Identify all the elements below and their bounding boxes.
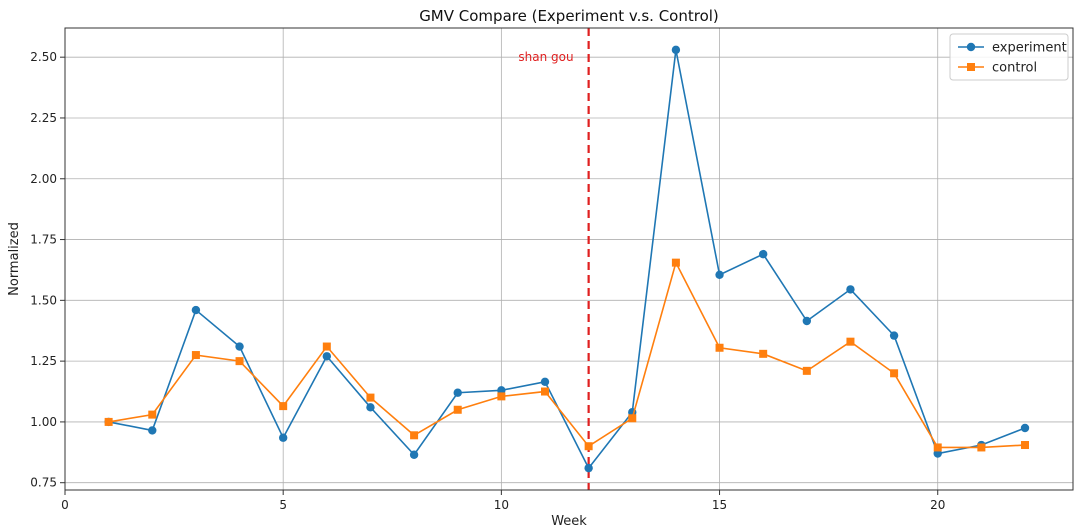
data-point-control <box>584 442 593 451</box>
data-point-experiment <box>671 45 681 55</box>
grid <box>64 28 1073 490</box>
data-point-control <box>802 366 811 375</box>
series-layer <box>104 45 1030 473</box>
data-point-control <box>628 414 637 423</box>
series-line-experiment <box>108 49 1026 470</box>
y-tick-label: 2.00 <box>30 172 57 186</box>
data-point-control <box>322 342 331 351</box>
data-point-control <box>104 417 113 426</box>
data-point-experiment <box>889 331 899 340</box>
legend-label-experiment: experiment <box>992 41 1067 56</box>
data-point-experiment <box>1020 423 1030 433</box>
y-tick-label: 1.25 <box>30 354 57 368</box>
data-point-control <box>191 351 200 360</box>
ticks: 0 5 10 15 20 0.75 1.00 1.25 1.50 1.75 2.00 2.25 2.50 <box>30 50 945 512</box>
data-point-control <box>279 402 288 411</box>
data-point-experiment <box>758 249 768 259</box>
data-point-experiment <box>584 463 593 473</box>
y-tick-label: 1.50 <box>30 293 57 307</box>
y-tick-label: 2.50 <box>30 50 57 64</box>
data-point-experiment <box>278 433 288 442</box>
data-point-experiment <box>235 342 244 351</box>
y-axis-title: Normalized <box>7 222 22 296</box>
y-tick-label: 1.00 <box>30 415 57 429</box>
data-point-experiment <box>322 352 332 361</box>
data-point-experiment <box>148 426 157 435</box>
y-tick-label: 0.75 <box>30 476 57 490</box>
y-tick-label: 2.25 <box>30 111 57 125</box>
data-point-control <box>846 337 855 346</box>
data-point-control <box>410 431 419 440</box>
y-tick-label: 1.75 <box>30 233 57 247</box>
data-point-experiment <box>453 388 462 397</box>
data-point-experiment <box>802 316 812 326</box>
annotation-layer: shan gou <box>518 28 590 490</box>
data-point-control <box>148 410 157 419</box>
data-point-control <box>671 258 680 267</box>
data-point-control <box>366 393 375 402</box>
data-point-experiment <box>846 285 855 294</box>
data-point-control <box>890 369 899 378</box>
legend: experiment control <box>949 33 1069 81</box>
chart-title: GMV Compare (Experiment v.s. Control) <box>419 7 719 25</box>
plot-frame <box>64 27 1074 491</box>
x-tick-label: 20 <box>930 498 945 512</box>
reference-line-label: shan gou <box>518 50 573 64</box>
data-point-control <box>933 443 942 452</box>
x-tick-label: 0 <box>61 498 69 512</box>
data-point-control <box>497 392 506 401</box>
data-point-experiment <box>715 270 724 280</box>
legend-box <box>949 33 1069 81</box>
data-point-control <box>235 357 244 366</box>
data-point-control <box>541 387 549 396</box>
legend-marker-control <box>967 63 975 71</box>
data-point-experiment <box>540 377 550 386</box>
data-point-control <box>1021 441 1029 450</box>
series-line-control <box>108 260 1026 449</box>
data-point-control <box>759 349 768 358</box>
legend-label-control: control <box>992 61 1037 76</box>
data-point-experiment <box>409 450 419 459</box>
x-tick-label: 15 <box>712 498 727 512</box>
x-tick-label: 10 <box>494 498 509 512</box>
x-tick-label: 5 <box>279 498 287 512</box>
data-point-experiment <box>366 403 375 412</box>
data-point-control <box>453 405 462 414</box>
series-control <box>104 258 1029 452</box>
x-axis-title: Week <box>551 514 587 529</box>
data-point-control <box>715 343 724 352</box>
data-point-experiment <box>191 305 201 315</box>
legend-marker-experiment <box>966 42 976 52</box>
series-experiment <box>104 45 1030 473</box>
data-point-control <box>977 443 986 452</box>
